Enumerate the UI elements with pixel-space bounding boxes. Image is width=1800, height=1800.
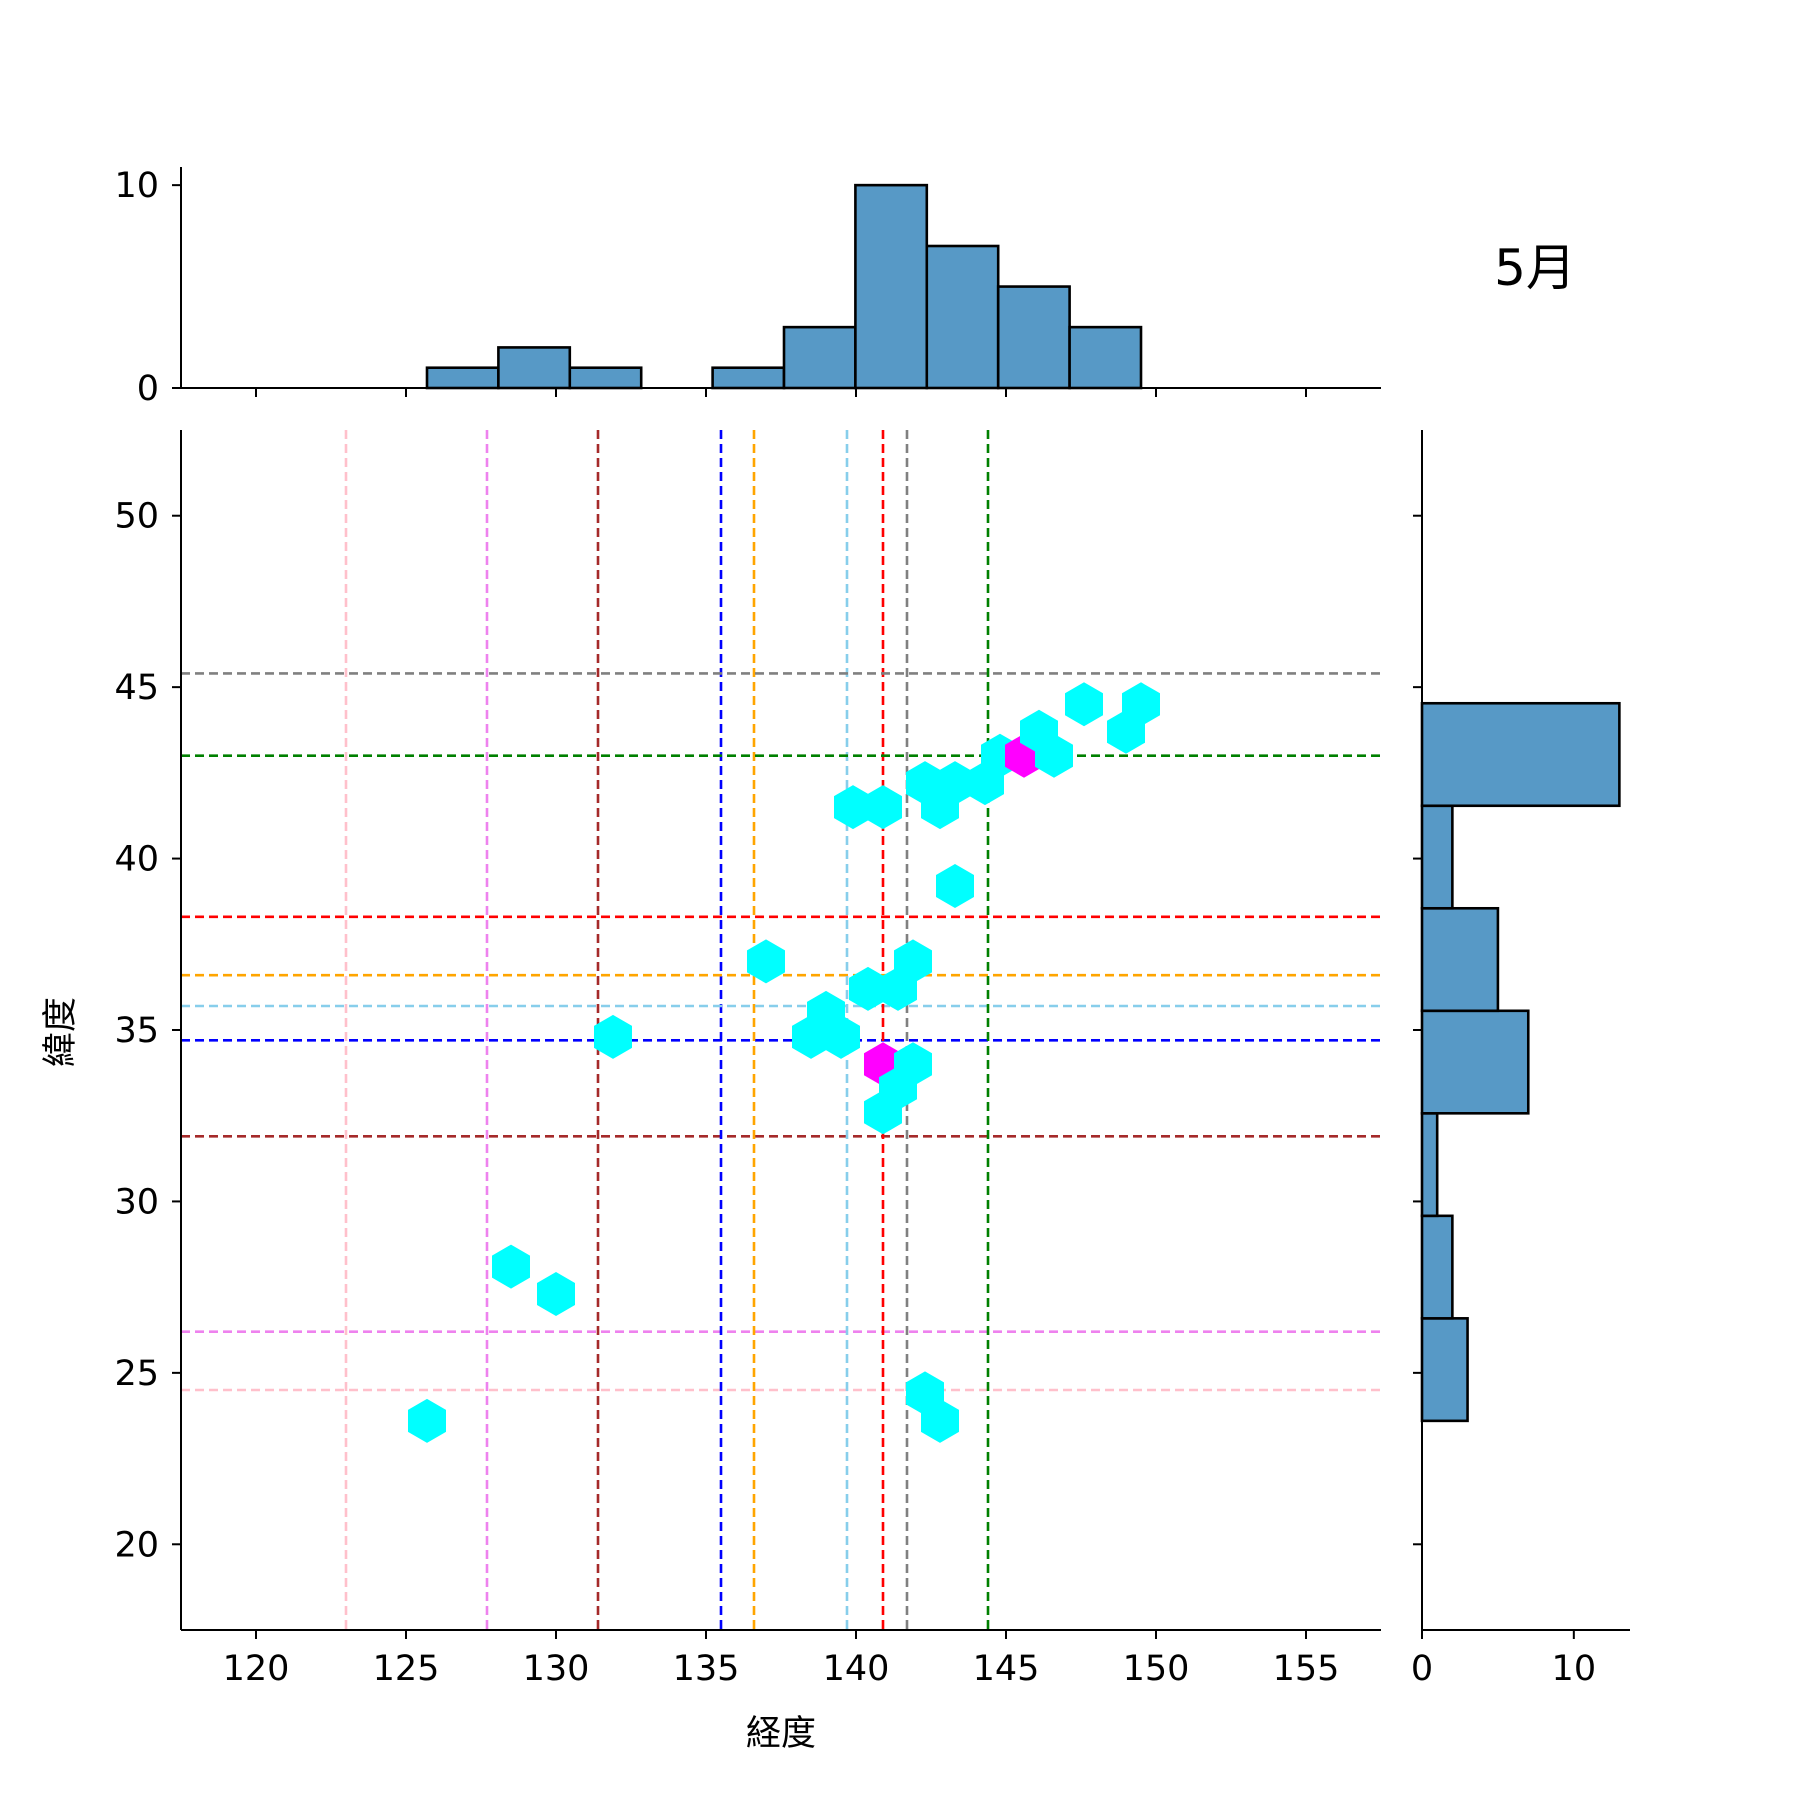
hexbin-cell	[864, 785, 902, 830]
right-histogram-bar	[1420, 804, 1454, 910]
right-x-tick-label: 0	[1411, 1649, 1433, 1689]
hexbin-cell	[894, 939, 932, 984]
x-tick-label: 145	[973, 1649, 1040, 1689]
x-tick-label: 150	[1123, 1649, 1190, 1689]
right-histogram-bar	[1420, 1317, 1469, 1423]
hexbin-cell	[1035, 733, 1073, 778]
hexbin-cell	[492, 1244, 530, 1289]
right-histogram-bar	[1420, 701, 1621, 808]
main-plot-area: 120 125 130 135 140 145 150 155 20 25 30 35 40 45 50 経…	[41, 388, 1422, 1754]
hexbin-cell	[921, 1398, 959, 1443]
reference-lines	[181, 430, 1381, 1630]
hexbin-cell	[537, 1272, 575, 1316]
top-histogram-bar	[782, 325, 857, 390]
right-x-tick-label: 10	[1552, 1649, 1597, 1689]
x-tick-label: 135	[673, 1649, 740, 1689]
right-histogram-bar	[1420, 906, 1500, 1013]
top-y-tick-label: 10	[114, 166, 159, 206]
month-annotation: 5月	[1494, 239, 1576, 297]
hexbin-cell	[1122, 682, 1160, 727]
y-tick-label: 25	[114, 1354, 159, 1394]
main-axes: 120 125 130 135 140 145 150 155 20 25 30 35 40 45 50	[114, 388, 1422, 1689]
y-tick-label: 35	[114, 1011, 159, 1051]
top-histogram-bar	[1068, 325, 1143, 390]
top-histogram-bar	[711, 366, 786, 390]
right-histogram-bars	[1420, 701, 1621, 1423]
hexbin-cell	[849, 966, 887, 1011]
y-tick-label: 40	[114, 840, 159, 880]
top-histogram-bar	[425, 366, 500, 390]
y-axis-label: 緯度	[41, 997, 81, 1067]
x-tick-label: 120	[223, 1649, 290, 1689]
y-tick-label: 45	[114, 668, 159, 708]
top-histogram-bar	[996, 285, 1071, 390]
hexbin-cell	[747, 939, 785, 984]
top-histogram-bar	[568, 366, 643, 390]
x-tick-label: 155	[1273, 1649, 1340, 1689]
top-histogram-axes: 0 10	[114, 166, 1381, 409]
top-histogram-bars	[425, 183, 1143, 390]
right-histogram: 0 10	[1411, 430, 1630, 1689]
y-tick-label: 20	[114, 1525, 159, 1565]
hexbin-cell	[936, 761, 974, 806]
top-histogram-bar	[925, 244, 1000, 390]
y-tick-label: 50	[114, 497, 159, 537]
x-tick-label: 125	[373, 1649, 440, 1689]
top-histogram: 0 10	[114, 166, 1381, 409]
hexbin-cells	[408, 682, 1160, 1443]
top-histogram-bar	[854, 183, 929, 390]
hexbin-cell	[1065, 682, 1103, 727]
x-axis-label: 経度	[746, 1714, 816, 1754]
right-histogram-axes: 0 10	[1411, 430, 1630, 1689]
hexbin-cell	[834, 785, 872, 830]
x-tick-label: 130	[523, 1649, 590, 1689]
hexbin-cell	[594, 1014, 632, 1059]
x-tick-label: 140	[823, 1649, 890, 1689]
hexbin-cell	[894, 1042, 932, 1087]
hexbin-cell	[408, 1398, 446, 1443]
right-histogram-bar	[1420, 1009, 1530, 1115]
right-histogram-bar	[1420, 1214, 1454, 1320]
top-y-tick-label: 0	[137, 369, 159, 409]
hexbin-cell	[822, 1014, 860, 1059]
y-tick-label: 30	[114, 1182, 159, 1222]
top-histogram-bar	[497, 346, 572, 390]
hexbin-cell	[936, 864, 974, 908]
right-histogram-bar	[1420, 1112, 1439, 1218]
